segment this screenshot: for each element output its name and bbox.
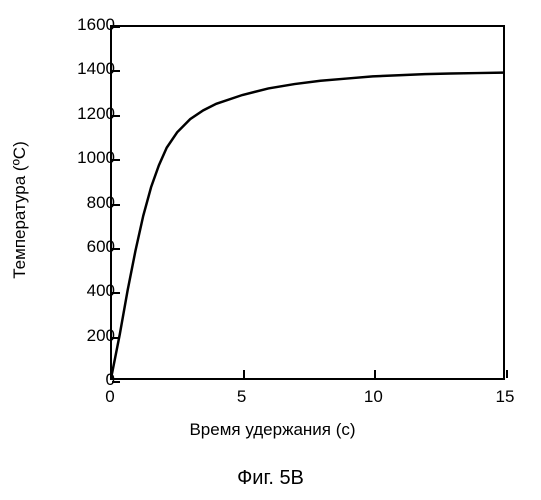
y-tick-label: 800 <box>65 193 115 213</box>
x-tick-mark <box>243 370 245 378</box>
x-tick-label: 5 <box>237 387 246 407</box>
x-tick-label: 15 <box>496 387 515 407</box>
y-tick-label: 1000 <box>65 148 115 168</box>
x-tick-label: 10 <box>364 387 383 407</box>
line-curve <box>112 27 503 378</box>
y-tick-label: 1200 <box>65 104 115 124</box>
x-tick-mark <box>374 370 376 378</box>
y-tick-label: 200 <box>65 326 115 346</box>
plot-area <box>110 25 505 380</box>
figure-caption: Фиг. 5В <box>237 467 304 490</box>
y-tick-label: 1600 <box>65 15 115 35</box>
x-tick-label: 0 <box>105 387 114 407</box>
y-tick-label: 600 <box>65 237 115 257</box>
y-axis-label: Температура (ºС) <box>10 141 30 279</box>
y-tick-label: 400 <box>65 281 115 301</box>
y-tick-label: 1400 <box>65 59 115 79</box>
x-axis-label: Время удержания (с) <box>189 420 355 440</box>
x-tick-mark <box>506 370 508 378</box>
chart-container: Температура (ºС) Время удержания (с) 020… <box>25 15 520 445</box>
